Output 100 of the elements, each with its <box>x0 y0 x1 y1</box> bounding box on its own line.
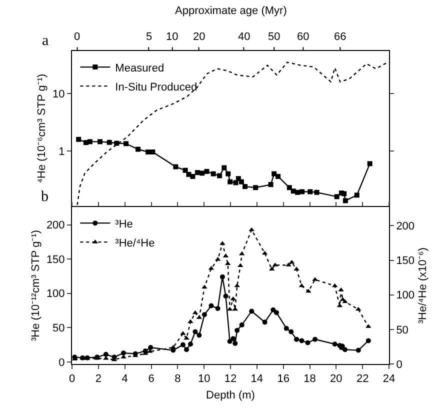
point <box>238 179 244 184</box>
y-tick-label: 10 <box>52 88 65 100</box>
x-tick-label: 6 <box>148 373 154 386</box>
x-tick-label: 22 <box>356 373 369 386</box>
point <box>220 274 225 280</box>
point <box>270 307 276 312</box>
point <box>227 338 232 344</box>
point <box>356 348 361 353</box>
annotation: 0 <box>74 31 80 43</box>
point <box>334 194 340 200</box>
point <box>249 308 254 314</box>
point <box>354 192 360 198</box>
point <box>294 190 300 195</box>
point <box>222 165 227 170</box>
point <box>234 283 240 288</box>
point <box>106 140 112 145</box>
x-tick-label: 4 <box>122 373 128 386</box>
point <box>230 336 236 342</box>
point <box>217 173 222 178</box>
legend-label: ³He <box>115 218 133 230</box>
point <box>184 336 190 340</box>
point <box>148 345 154 350</box>
point <box>312 336 318 342</box>
point <box>204 168 210 174</box>
annotation: 50 <box>268 31 280 43</box>
point <box>342 347 348 352</box>
x-tick-label: 2 <box>95 373 102 386</box>
annotation: 60 <box>297 31 310 43</box>
legend-label: ³He/⁴He <box>115 237 155 250</box>
point <box>103 352 108 357</box>
point <box>136 146 141 152</box>
y2-tick-label: 0 <box>396 358 402 371</box>
point <box>367 161 372 166</box>
point <box>188 319 194 324</box>
annotation: 20 <box>193 31 206 43</box>
point <box>294 336 300 342</box>
point <box>308 189 313 194</box>
y-tick-label: 200 <box>46 220 65 232</box>
point <box>342 191 347 196</box>
x-tick-label: 20 <box>330 373 342 386</box>
point <box>202 312 207 318</box>
y-tick-label: 1 <box>58 146 65 158</box>
x2-axis-title: Approximate age (Myr) <box>175 5 287 17</box>
annotation: 10 <box>166 31 178 43</box>
point <box>366 338 371 344</box>
point <box>299 338 304 344</box>
x-tick-label: 8 <box>174 373 181 386</box>
legend-label: Measured <box>115 62 164 74</box>
x-tick-label: 16 <box>277 373 290 386</box>
point <box>190 174 196 179</box>
point <box>276 174 281 179</box>
point <box>98 139 102 144</box>
point <box>87 139 92 144</box>
point <box>200 170 205 176</box>
point <box>314 190 320 195</box>
point <box>233 180 238 186</box>
point <box>223 294 228 299</box>
point <box>180 342 186 348</box>
point <box>228 179 233 184</box>
annotation: 40 <box>238 31 250 43</box>
point <box>210 171 216 176</box>
point <box>76 136 82 142</box>
x-tick-label: 12 <box>224 373 237 386</box>
annotation: 66 <box>334 31 346 43</box>
point <box>342 198 348 204</box>
x-tick-label: 0 <box>68 373 76 386</box>
point <box>215 306 220 311</box>
annotation: 5 <box>146 31 152 43</box>
point <box>234 328 240 333</box>
point <box>242 184 248 190</box>
point <box>184 347 190 352</box>
y-tick-label: 150 <box>46 254 65 266</box>
text: b <box>41 189 48 205</box>
point <box>182 168 188 173</box>
point <box>188 342 193 347</box>
x-tick-label: 10 <box>198 373 210 386</box>
point <box>150 149 156 154</box>
point <box>253 185 258 190</box>
text: a <box>42 33 49 49</box>
point <box>274 310 279 316</box>
y-tick-label: 100 <box>46 288 65 300</box>
y2-tick-label: 50 <box>396 324 408 336</box>
point <box>262 320 268 325</box>
y-axis-title: ⁴He (10⁻⁶cm³ STP g⁻¹) <box>36 74 48 184</box>
y-tick-label: 50 <box>52 322 65 335</box>
legend-label: In-Situ Produced <box>115 81 198 94</box>
point <box>305 340 310 346</box>
point <box>272 171 277 176</box>
y2-tick-label: 150 <box>396 255 415 268</box>
point <box>286 185 292 190</box>
x-axis-title: Depth (m) <box>206 389 255 402</box>
y2-axis-title: ³He/⁴He (x10⁻⁶) <box>416 247 429 324</box>
point <box>208 303 214 308</box>
point <box>226 171 231 176</box>
point <box>173 164 178 170</box>
point <box>124 141 129 146</box>
point <box>238 263 244 268</box>
x-tick-label: 24 <box>382 373 396 386</box>
y2-tick-label: 200 <box>396 220 415 233</box>
point <box>239 322 244 328</box>
